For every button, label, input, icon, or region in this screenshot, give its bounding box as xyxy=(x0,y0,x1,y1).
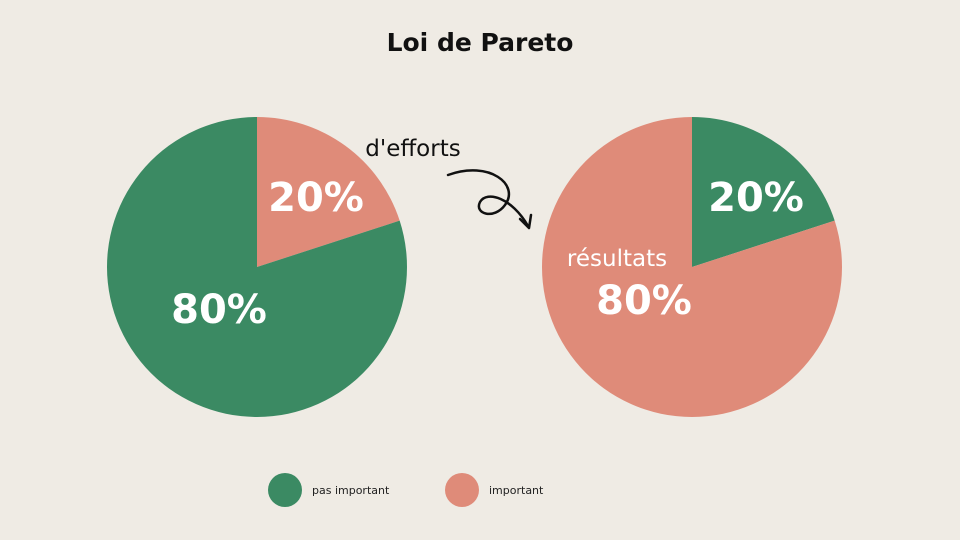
annotation-efforts: d'efforts xyxy=(365,136,460,162)
pie-data-label: 80% xyxy=(171,287,267,333)
legend-item-pas-important: pas important xyxy=(268,472,389,508)
curved-arrow xyxy=(446,169,530,228)
pie-slice-pas-important xyxy=(692,117,835,267)
pie-slice-important xyxy=(257,117,400,267)
pie-slice-important xyxy=(542,117,842,418)
legend-label-pas-important: pas important xyxy=(312,483,390,497)
arrowhead-icon xyxy=(518,213,533,230)
legend-item-important: important xyxy=(445,472,543,508)
pie-efforts: 20% 80% xyxy=(107,117,407,418)
legend-label-important: important xyxy=(489,483,544,497)
pie-resultats: 20% 80% xyxy=(542,117,842,418)
legend-swatch-salmon xyxy=(445,473,479,507)
pie-slice-pas-important xyxy=(107,117,407,418)
pie-data-label: 20% xyxy=(268,175,364,221)
chart-title: Loi de Pareto xyxy=(386,28,574,57)
legend-swatch-green xyxy=(268,473,302,507)
pie-data-label: 20% xyxy=(708,175,804,221)
pie-data-label: 80% xyxy=(596,278,692,324)
annotation-resultats: résultats xyxy=(567,246,667,272)
